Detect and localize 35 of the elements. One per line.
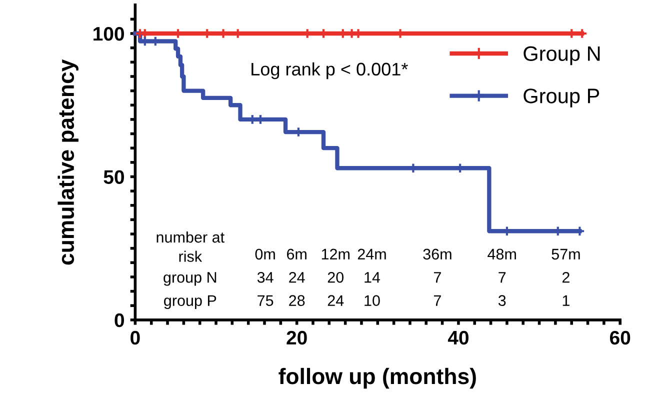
annotation: 14 (364, 272, 380, 283)
x-tick-label: 40 (448, 330, 468, 345)
annotation: 0m (255, 248, 275, 260)
annotation: 12m (322, 248, 350, 260)
annotation: 36m (423, 248, 452, 260)
annotation: 2 (562, 272, 570, 283)
annotation: 57m (552, 248, 580, 260)
annotation: 34 (257, 272, 274, 283)
annotation: 1 (562, 295, 570, 306)
annotation: 28 (289, 295, 305, 306)
annotation: 24 (328, 295, 344, 306)
x-tick-label: 0 (130, 330, 140, 345)
x-tick-label: 60 (610, 330, 630, 345)
y-tick-label: 0 (114, 313, 124, 328)
annotation: 24 (289, 272, 305, 283)
annotation: 3 (498, 295, 506, 306)
annotation: 20 (328, 272, 344, 283)
annotation: group P (164, 295, 216, 310)
annotation: 7 (498, 272, 506, 283)
annotation: 10 (364, 295, 380, 306)
annotation: 7 (434, 272, 441, 283)
x-tick-label: 20 (286, 330, 307, 345)
annotation: group N (164, 272, 216, 286)
annotation: 75 (258, 295, 274, 306)
annotation: 48m (488, 248, 516, 260)
legend-label: Group N (524, 46, 600, 66)
y-axis-title: cumulative patency (58, 59, 78, 265)
y-tick-label: 100 (94, 26, 124, 41)
annotation: Log rank p < 0.001* (252, 62, 408, 80)
annotation: 24m (358, 248, 386, 260)
annotation: 6m (287, 248, 306, 260)
y-tick-label: 50 (104, 170, 124, 184)
x-axis-title: follow up (months) (278, 368, 476, 389)
legend-label: Group P (524, 88, 600, 108)
annotation: 7 (434, 295, 441, 306)
